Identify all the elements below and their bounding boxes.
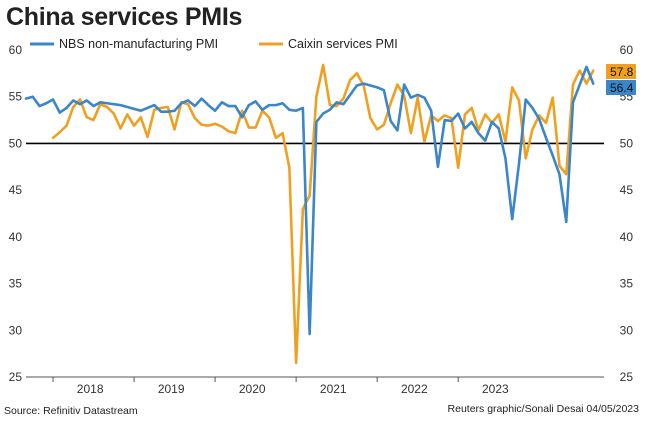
series-line-nbs [24, 65, 595, 336]
y-tick-label-left: 55 [9, 90, 23, 104]
y-tick-label-right: 45 [620, 183, 634, 197]
end-label-caixin-box [606, 64, 636, 79]
x-tick-label: 2022 [401, 382, 428, 396]
y-tick-label-left: 35 [9, 277, 23, 291]
legend: NBS non-manufacturing PMI Caixin services… [30, 37, 398, 51]
y-tick-label-right: 25 [620, 370, 634, 384]
x-tick-label: 2018 [77, 382, 104, 396]
y-tick-label-left: 25 [9, 370, 23, 384]
credit-note: Reuters graphic/Sonali Desai 04/05/2023 [447, 403, 639, 415]
y-tick-label-left: 40 [9, 230, 23, 244]
x-tick-label: 2019 [158, 382, 185, 396]
y-tick-label-left: 45 [9, 183, 23, 197]
source-note: Source: Refinitiv Datastream [4, 405, 138, 417]
x-axis: 2018 2019 2020 2021 2022 2023 [26, 376, 604, 396]
legend-item-nbs-label: NBS non-manufacturing PMI [59, 37, 218, 51]
y-tick-label-left: 60 [9, 43, 23, 57]
x-tick-label: 2021 [320, 382, 347, 396]
x-tick-label: 2020 [239, 382, 266, 396]
legend-item-caixin-label: Caixin services PMI [288, 37, 398, 51]
y-tick-label-right: 60 [620, 43, 634, 57]
series-lines [24, 63, 595, 365]
end-label-caixin-text: 57.8 [610, 65, 634, 79]
series-line-caixin [51, 63, 595, 365]
y-ticks-left: 25 30 35 40 45 50 55 60 [9, 43, 23, 384]
end-label-nbs-text: 56.4 [610, 81, 634, 95]
y-tick-label-right: 40 [620, 230, 634, 244]
y-tick-label-left: 50 [9, 136, 23, 150]
chart-title: China services PMIs [6, 3, 243, 31]
x-tick-label: 2023 [482, 382, 509, 396]
end-labels: 57.8 56.4 [606, 64, 636, 95]
y-tick-label-right: 35 [620, 277, 634, 291]
y-tick-label-right: 30 [620, 323, 634, 337]
end-label-nbs-box [606, 80, 636, 95]
y-tick-label-left: 30 [9, 323, 23, 337]
y-tick-label-right: 50 [620, 136, 634, 150]
